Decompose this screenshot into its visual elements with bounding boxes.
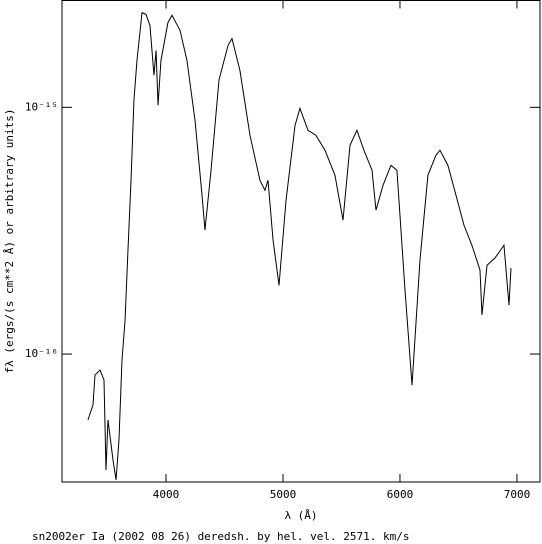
x-axis-label: λ (Å) — [284, 509, 317, 522]
x-tick-label: 5000 — [270, 488, 297, 501]
chart-title: sn2002er Ia (2002 08 26) deredsh. by hel… — [32, 530, 410, 543]
spectrum-line — [87, 11, 512, 480]
x-tick-label: 7000 — [504, 488, 531, 501]
y-axis-label: fλ (ergs/(s cm**2 Å) or arbitrary units) — [3, 109, 16, 374]
plot-frame — [61, 0, 541, 483]
y-tick-label: 10⁻¹⁶ — [25, 347, 58, 360]
x-tick-label: 4000 — [153, 488, 180, 501]
y-tick-label: 10⁻¹⁵ — [25, 100, 58, 113]
x-tick-label: 6000 — [387, 488, 414, 501]
